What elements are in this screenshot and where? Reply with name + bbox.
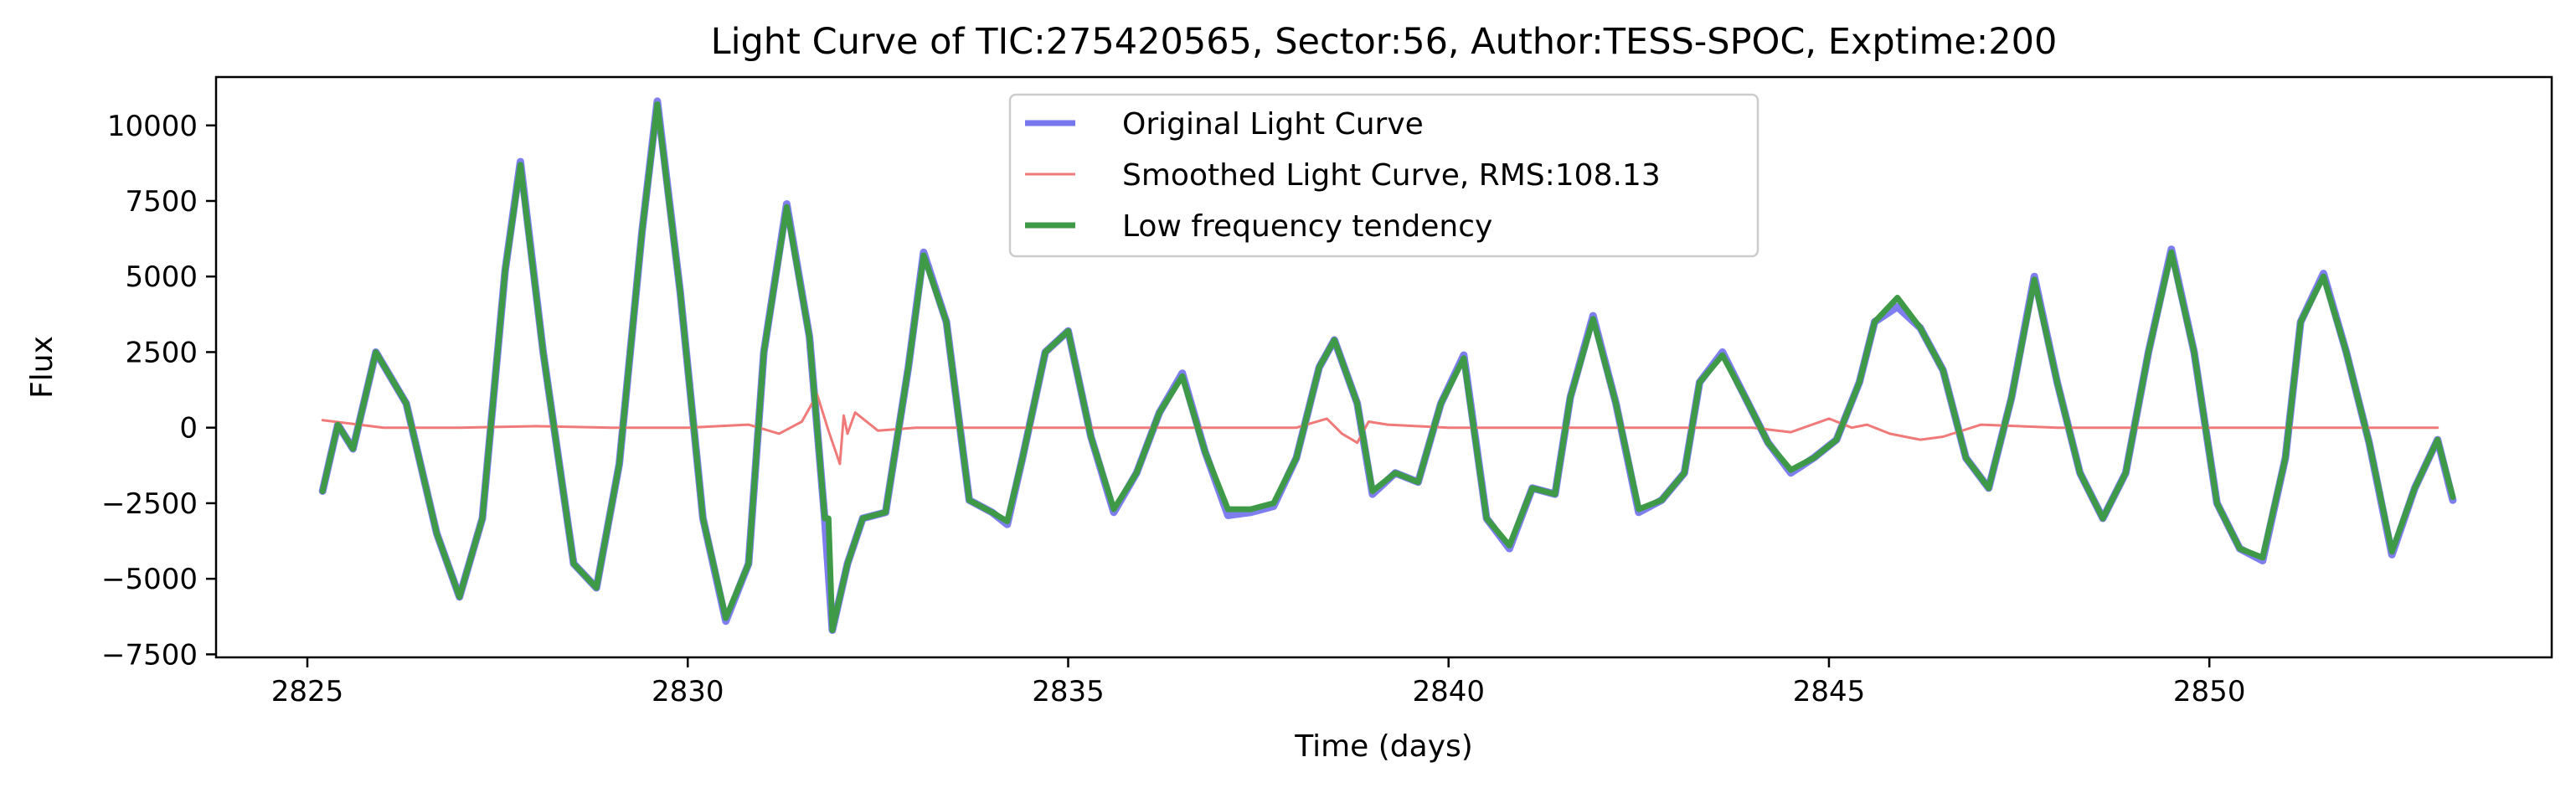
y-tick-label: 7500 [125, 185, 198, 219]
x-axis-label: Time (days) [1294, 729, 1473, 764]
y-tick-label: 10000 [107, 110, 198, 143]
y-axis-label: Flux [25, 336, 59, 399]
x-tick-label: 2840 [1412, 675, 1485, 708]
chart-title: Light Curve of TIC:275420565, Sector:56,… [711, 21, 2058, 63]
y-tick-label: 2500 [125, 336, 198, 369]
y-tick-label: 5000 [125, 260, 198, 294]
legend-box [1008, 93, 1759, 258]
axes: 2825 2830 2835 2840 2845 2850 −7500 −5000 −2500 0… [101, 75, 2553, 708]
low-frequency-tendency-line [319, 101, 2456, 633]
smoothed-light-curve-line [321, 393, 2439, 466]
x-tick-label: 2845 [1793, 675, 1866, 708]
x-tick-label: 2825 [271, 675, 344, 708]
legend-smoothed-label: Smoothed Light Curve, RMS:108.13 [1122, 158, 1661, 193]
y-tick-label: −2500 [101, 487, 198, 521]
y-tick-label: −7500 [101, 638, 198, 672]
legend: Original Light Curve Smoothed Light Curve… [1008, 93, 1759, 258]
plot-area [318, 97, 2457, 634]
x-tick-label: 2850 [2173, 675, 2246, 708]
y-tick-label: 0 [179, 412, 198, 446]
legend-original-label: Original Light Curve [1122, 107, 1424, 142]
y-tick-label: −5000 [101, 563, 198, 596]
x-tick-label: 2835 [1032, 675, 1105, 708]
legend-tendency-label: Low frequency tendency [1122, 209, 1492, 244]
axes-frame [214, 75, 2553, 659]
x-tick-label: 2830 [652, 675, 724, 708]
